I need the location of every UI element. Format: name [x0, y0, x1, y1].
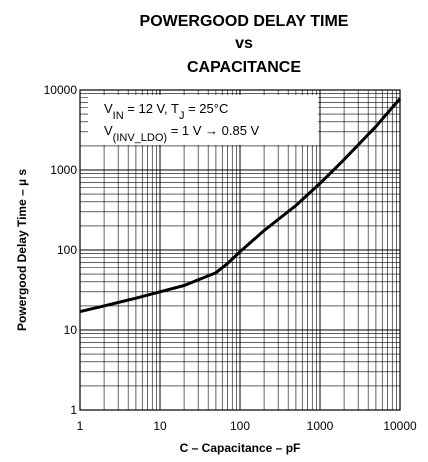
- y-axis-label: Powergood Delay Time – µ s: [15, 169, 29, 331]
- annotation-text: = 12 V, T: [124, 101, 179, 116]
- y-tick-label: 1000: [50, 163, 77, 177]
- x-tick-label: 100: [230, 419, 250, 433]
- annotation-subscript: IN: [113, 110, 124, 122]
- plot: [79, 97, 402, 314]
- x-tick-label: 1000: [307, 419, 334, 433]
- chart-title: CAPACITANCE: [187, 59, 301, 76]
- y-tick-label: 1: [70, 403, 77, 417]
- annotation-text: = 25°C: [184, 101, 228, 116]
- annotation-text: = 1 V → 0.85 V: [167, 123, 259, 138]
- data-line: [79, 97, 402, 314]
- y-tick-label: 100: [57, 243, 77, 257]
- chart-title: vs: [235, 35, 253, 52]
- x-tick-label: 1: [77, 419, 84, 433]
- annotation-box: [88, 95, 318, 145]
- y-tick-label: 10: [64, 323, 78, 337]
- x-tick-label: 10000: [383, 419, 417, 433]
- x-tick-label: 10: [153, 419, 167, 433]
- annotation: VIN = 12 V, TJ = 25°C: [104, 101, 228, 122]
- annotation: V(INV_LDO) = 1 V → 0.85 V: [104, 123, 260, 144]
- annotation-subscript: (INV_LDO): [113, 132, 167, 144]
- annotation-subscript: J: [179, 110, 185, 122]
- annotation-text: V: [104, 123, 113, 138]
- plot-frame: [79, 89, 401, 411]
- annotation-text: V: [104, 101, 113, 116]
- chart-title: POWERGOOD DELAY TIME: [140, 13, 349, 30]
- y-tick-label: 10000: [44, 83, 78, 97]
- x-axis-label: C – Capacitance – pF: [180, 441, 301, 455]
